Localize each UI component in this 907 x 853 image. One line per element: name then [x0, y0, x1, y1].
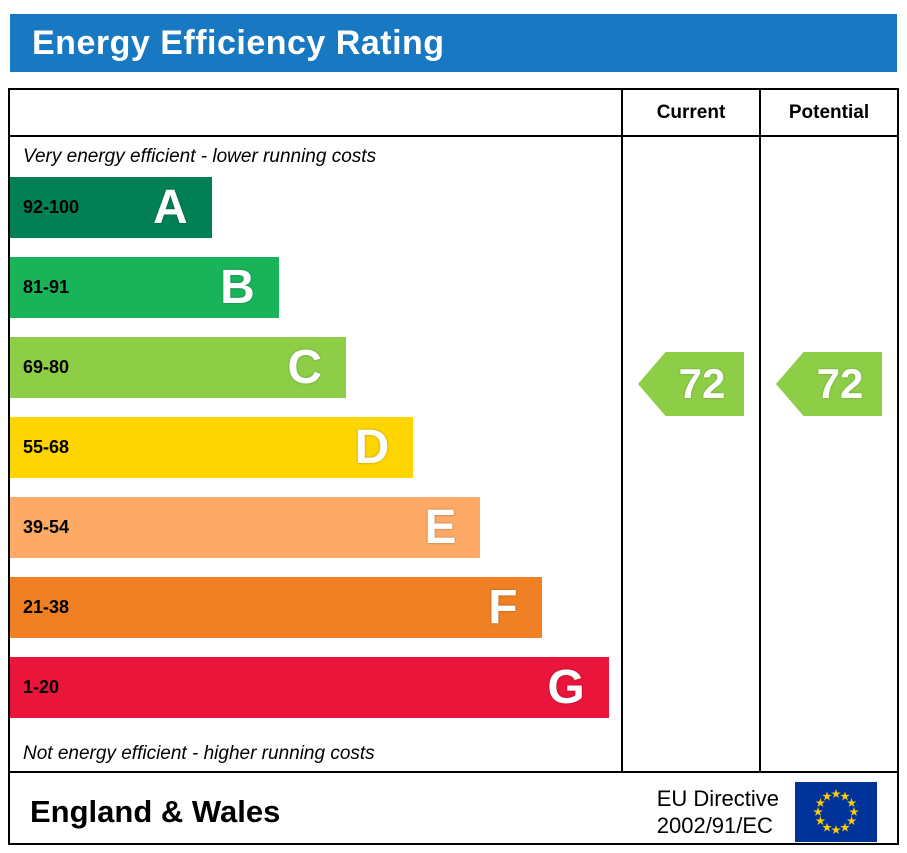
band-row-b: 81-91 B: [10, 257, 621, 318]
band-letter-d: D: [354, 420, 390, 474]
rating-table: Current Potential Very energy efficient …: [8, 88, 899, 845]
band-row-f: 21-38 F: [10, 577, 621, 638]
eu-directive-label: EU Directive 2002/91/EC: [657, 785, 779, 840]
eu-directive-line1: EU Directive: [656, 785, 779, 811]
potential-column-header: Potential: [759, 90, 897, 135]
region-label: England & Wales: [30, 794, 281, 829]
band-bar-b: 81-91 B: [10, 257, 279, 318]
band-bar-c: 69-80 C: [10, 337, 347, 398]
current-rating-value: 72: [678, 360, 726, 407]
band-range-e: 39-54: [23, 517, 70, 537]
table-footer: England & Wales EU Directive 2002/91/EC: [10, 771, 897, 851]
current-column-header: Current: [621, 90, 759, 135]
band-letter-c: C: [287, 340, 323, 394]
band-letter-f: F: [488, 580, 518, 634]
band-range-g: 1-20: [23, 677, 60, 697]
inefficient-note: Not energy efficient - higher running co…: [23, 743, 375, 764]
eu-directive-line2: 2002/91/EC: [656, 813, 773, 838]
potential-column-cell: 72: [759, 137, 897, 771]
band-bar-a: 92-100 A: [10, 177, 212, 238]
band-range-b: 81-91: [23, 277, 70, 297]
band-bar-g: 1-20 G: [10, 657, 609, 718]
band-letter-e: E: [424, 500, 457, 554]
band-letter-b: B: [220, 260, 255, 314]
bands-column: Very energy efficient - lower running co…: [10, 137, 621, 771]
page-title: Energy Efficiency Rating: [10, 14, 897, 72]
band-row-c: 69-80 C: [10, 337, 621, 398]
current-rating-arrow: 72: [638, 352, 744, 416]
table-header-row: Current Potential: [10, 90, 897, 137]
potential-rating-arrow: 72: [776, 352, 882, 416]
band-bar-d: 55-68 D: [10, 417, 414, 478]
band-letter-g: G: [547, 660, 585, 714]
band-bar-f: 21-38 F: [10, 577, 542, 638]
band-range-a: 92-100: [23, 197, 80, 217]
band-letter-a: A: [152, 180, 188, 234]
band-row-a: 92-100 A: [10, 177, 621, 238]
band-range-f: 21-38: [23, 597, 70, 617]
band-row-e: 39-54 E: [10, 497, 621, 558]
band-bar-e: 39-54 E: [10, 497, 481, 558]
efficient-note: Very energy efficient - lower running co…: [23, 146, 377, 167]
potential-rating-value: 72: [816, 360, 864, 407]
band-row-d: 55-68 D: [10, 417, 621, 478]
current-column-cell: 72: [621, 137, 759, 771]
band-range-d: 55-68: [23, 437, 70, 457]
band-row-g: 1-20 G: [10, 657, 621, 718]
eu-flag-icon: [795, 782, 877, 842]
table-body: Very energy efficient - lower running co…: [10, 137, 897, 771]
rating-column-header: [10, 90, 621, 135]
band-range-c: 69-80: [23, 357, 70, 377]
